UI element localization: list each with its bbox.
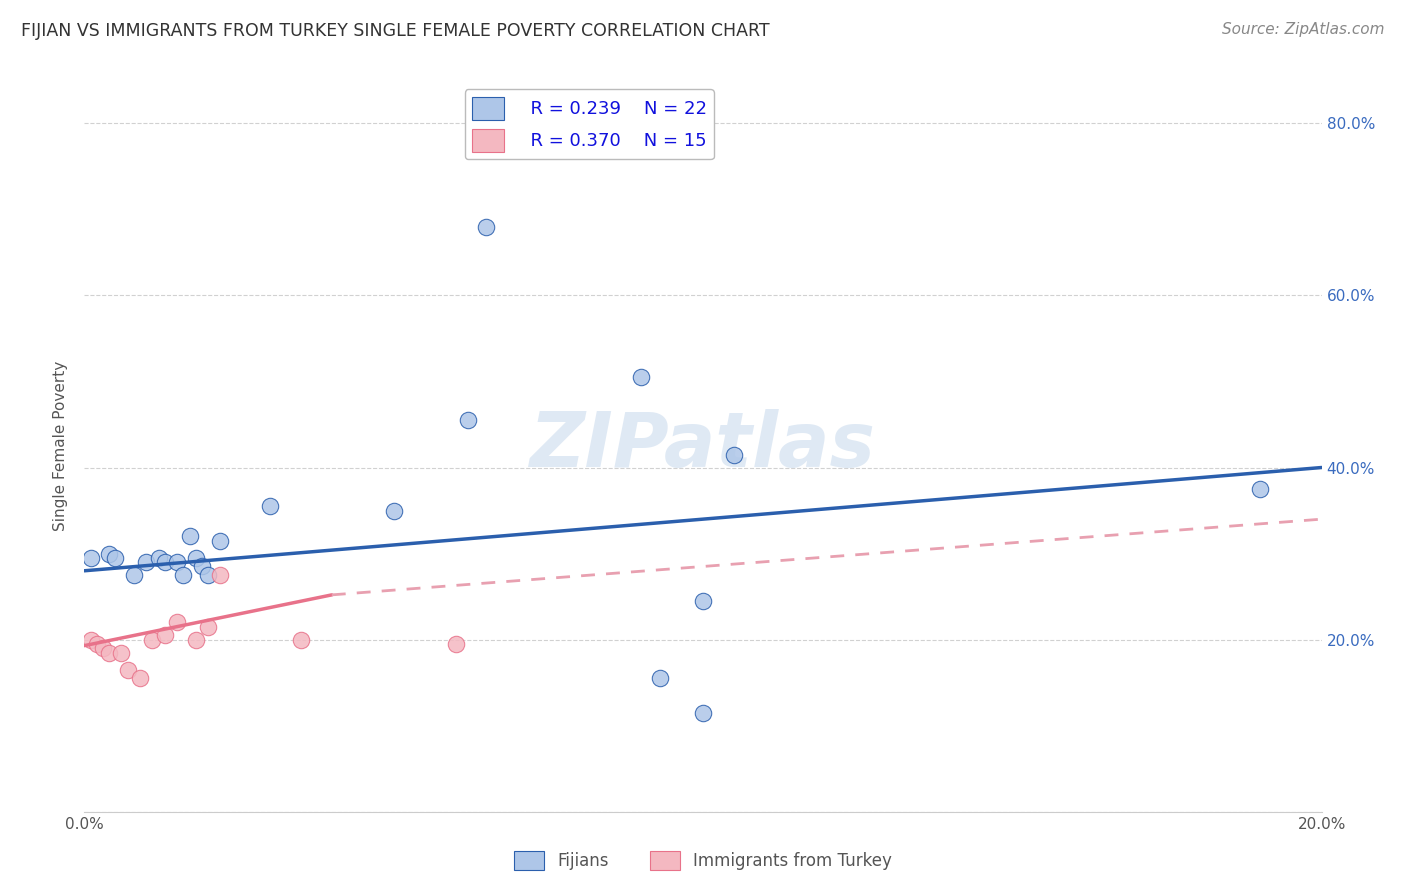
Point — [1249, 482, 1271, 496]
Point — [444, 637, 467, 651]
Point — [630, 370, 652, 384]
Point — [153, 555, 176, 569]
Point — [141, 632, 163, 647]
Legend: Fijians, Immigrants from Turkey: Fijians, Immigrants from Turkey — [508, 844, 898, 877]
Point — [153, 628, 176, 642]
Point — [110, 646, 132, 660]
Point — [191, 559, 214, 574]
Point — [184, 632, 207, 647]
Point — [135, 555, 157, 569]
Point — [692, 706, 714, 720]
Point — [129, 671, 152, 685]
Point — [184, 550, 207, 565]
Point — [122, 568, 145, 582]
Point — [475, 219, 498, 234]
Point — [98, 547, 121, 561]
Point — [179, 529, 201, 543]
Point — [91, 641, 114, 656]
Text: Source: ZipAtlas.com: Source: ZipAtlas.com — [1222, 22, 1385, 37]
Point — [166, 555, 188, 569]
Point — [79, 550, 101, 565]
Point — [290, 632, 312, 647]
Point — [209, 533, 232, 548]
Point — [197, 568, 219, 582]
Point — [259, 500, 281, 514]
Point — [86, 637, 108, 651]
Point — [172, 568, 194, 582]
Point — [117, 663, 139, 677]
Point — [104, 550, 127, 565]
Point — [648, 671, 671, 685]
Point — [457, 413, 479, 427]
Point — [197, 620, 219, 634]
Point — [79, 632, 101, 647]
Point — [692, 594, 714, 608]
Point — [382, 503, 405, 517]
Point — [166, 615, 188, 630]
Y-axis label: Single Female Poverty: Single Female Poverty — [53, 361, 69, 531]
Point — [148, 550, 170, 565]
Point — [723, 448, 745, 462]
Text: FIJIAN VS IMMIGRANTS FROM TURKEY SINGLE FEMALE POVERTY CORRELATION CHART: FIJIAN VS IMMIGRANTS FROM TURKEY SINGLE … — [21, 22, 769, 40]
Point — [98, 646, 121, 660]
Text: ZIPatlas: ZIPatlas — [530, 409, 876, 483]
Point — [209, 568, 232, 582]
